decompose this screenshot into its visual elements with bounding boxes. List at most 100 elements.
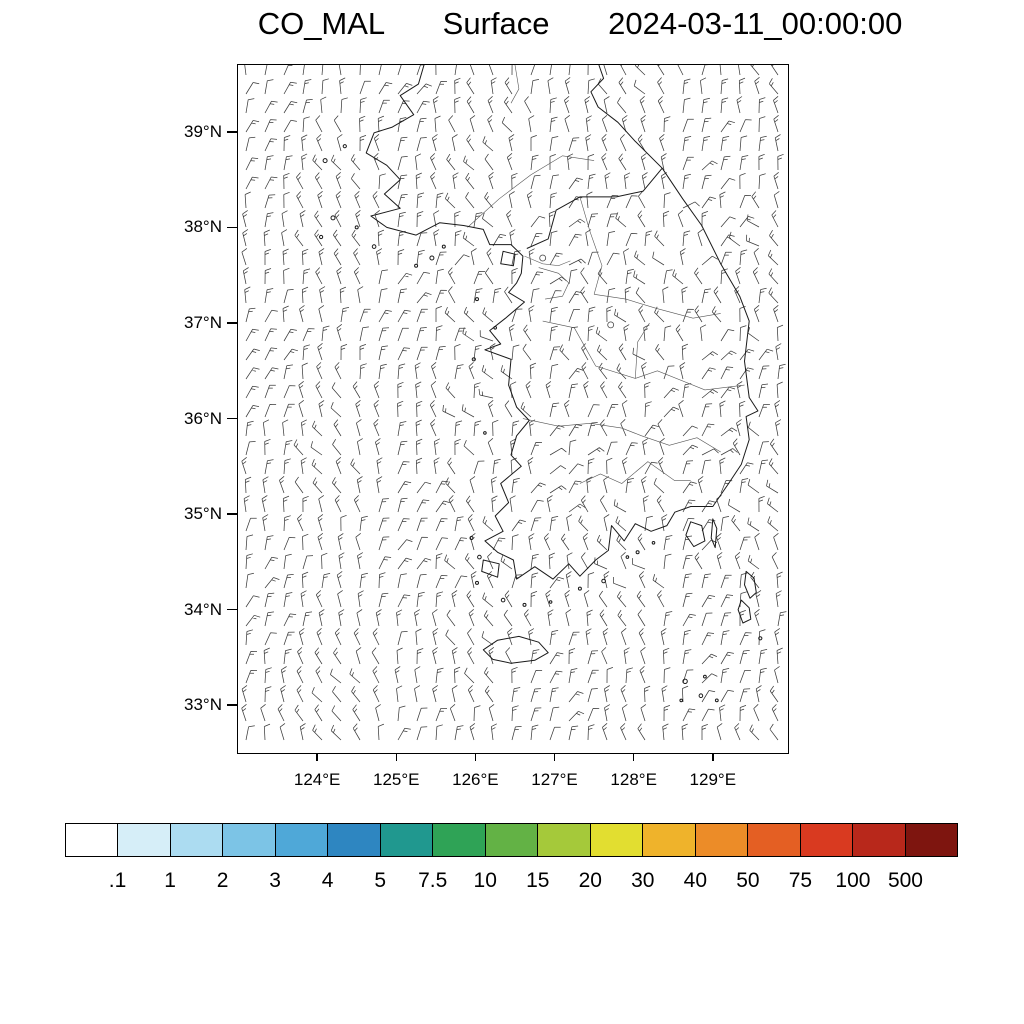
lon-tick-label: 124°E [293,770,341,789]
colorbar-tick-label: 50 [736,869,760,892]
island-outline [354,225,359,230]
colorbar-segment [379,824,433,856]
korea-mainland-coastline [365,65,759,580]
island-outline [475,580,479,585]
map-frame [237,64,789,754]
lon-tick-label: 128°E [610,770,657,789]
colorbar-segment [747,824,800,856]
title-variable: CO_MAL [257,6,385,41]
island-outline [737,599,752,624]
colorbar-segment [117,824,170,856]
province-boundaries [467,65,745,484]
colorbar-segment [66,824,118,856]
island-outline [477,554,482,560]
colorbar-tick-label: 1 [164,869,176,892]
map-plot [241,65,787,741]
island-outline [698,693,704,699]
island-outline [500,597,506,603]
colorbar-tick-label: 7.5 [418,869,448,892]
colorbar-segment [589,824,643,856]
island-outline [493,326,498,330]
lon-tick-mark [632,754,635,761]
island-outline [500,250,516,267]
colorbar-segment [484,824,538,856]
colorbar-tick-label: 15 [526,869,550,892]
colorbar-segment [274,824,328,856]
lat-tick-mark [227,322,238,324]
lat-tick-mark [227,131,238,133]
island-outline [330,215,336,221]
island-outline [414,263,419,268]
title-level: Surface [442,6,550,41]
colorbar-tick-label: 100 [835,869,871,892]
island-outline [371,244,377,249]
lat-tick-label: 38°N [184,217,222,237]
colorbar-segment [537,824,590,856]
colorbar-tick-label: 4 [321,869,334,892]
city-marker [607,321,615,329]
island-outline [710,518,718,549]
island-outline [577,586,582,591]
city-marker [539,254,547,262]
lat-tick-label: 36°N [184,408,222,428]
island-outline [469,536,474,540]
island-outline [625,555,630,559]
island-outline [429,255,435,261]
lat-tick-mark [227,704,238,706]
colorbar-segment [327,824,380,856]
colorbar-tick-label: 5 [374,869,387,892]
lon-tick-label: 125°E [373,770,420,789]
lat-tick-label: 33°N [184,695,222,715]
colorbar-tick-label: 3 [269,869,281,892]
lat-tick-mark [227,226,238,229]
colorbar-segment [222,824,275,856]
colorbar-tick-label: 30 [631,869,655,892]
title-valid-time: 2024-03-11_00:00:00 [608,6,903,41]
lat-tick-label: 34°N [184,599,222,619]
colorbar-segment [169,824,223,856]
colorbar-tick-label: 20 [578,869,602,892]
lon-tick-label: 126°E [452,770,499,789]
island-outline [481,559,500,578]
lon-tick-mark [553,754,556,761]
colorbar-tick-label: 10 [473,869,497,892]
lat-tick-mark [227,513,238,515]
island-outline [471,357,476,362]
colorbar-segment [642,824,695,856]
island-outline [475,297,479,302]
dmz-boundary [526,167,663,249]
island-outline [685,521,706,548]
island-outline [714,698,719,703]
island-outline [651,541,656,545]
colorbar-segment [799,824,853,856]
lon-tick-mark [712,754,714,761]
island-outline [758,636,763,641]
island-outline [319,234,324,240]
island-outline [601,578,606,584]
lat-tick-label: 37°N [184,313,222,332]
island-outline [441,244,446,249]
colorbar-segment [432,824,485,856]
island-outline [522,602,527,607]
lon-tick-mark [474,754,477,761]
coastlines [319,65,763,703]
island-outline [322,158,328,164]
lon-tick-mark [316,754,318,761]
colorbar-tick-label: .1 [108,869,127,892]
island-outline [548,600,553,604]
island-outline [482,635,549,664]
colorbar-segment [852,824,905,856]
colorbar-segment [904,824,957,856]
lat-tick-label: 39°N [184,121,222,141]
lat-tick-mark [227,417,238,420]
colorbar [65,823,958,857]
island-outline [483,431,487,435]
island-outline [744,570,757,599]
lon-tick-label: 127°E [531,770,578,789]
lon-tick-label: 129°E [689,770,737,789]
colorbar-tick-label: 2 [216,869,229,892]
island-outline [703,674,707,679]
colorbar-tick-label: 40 [683,869,708,892]
lon-tick-mark [395,754,398,761]
island-outline [679,698,684,703]
